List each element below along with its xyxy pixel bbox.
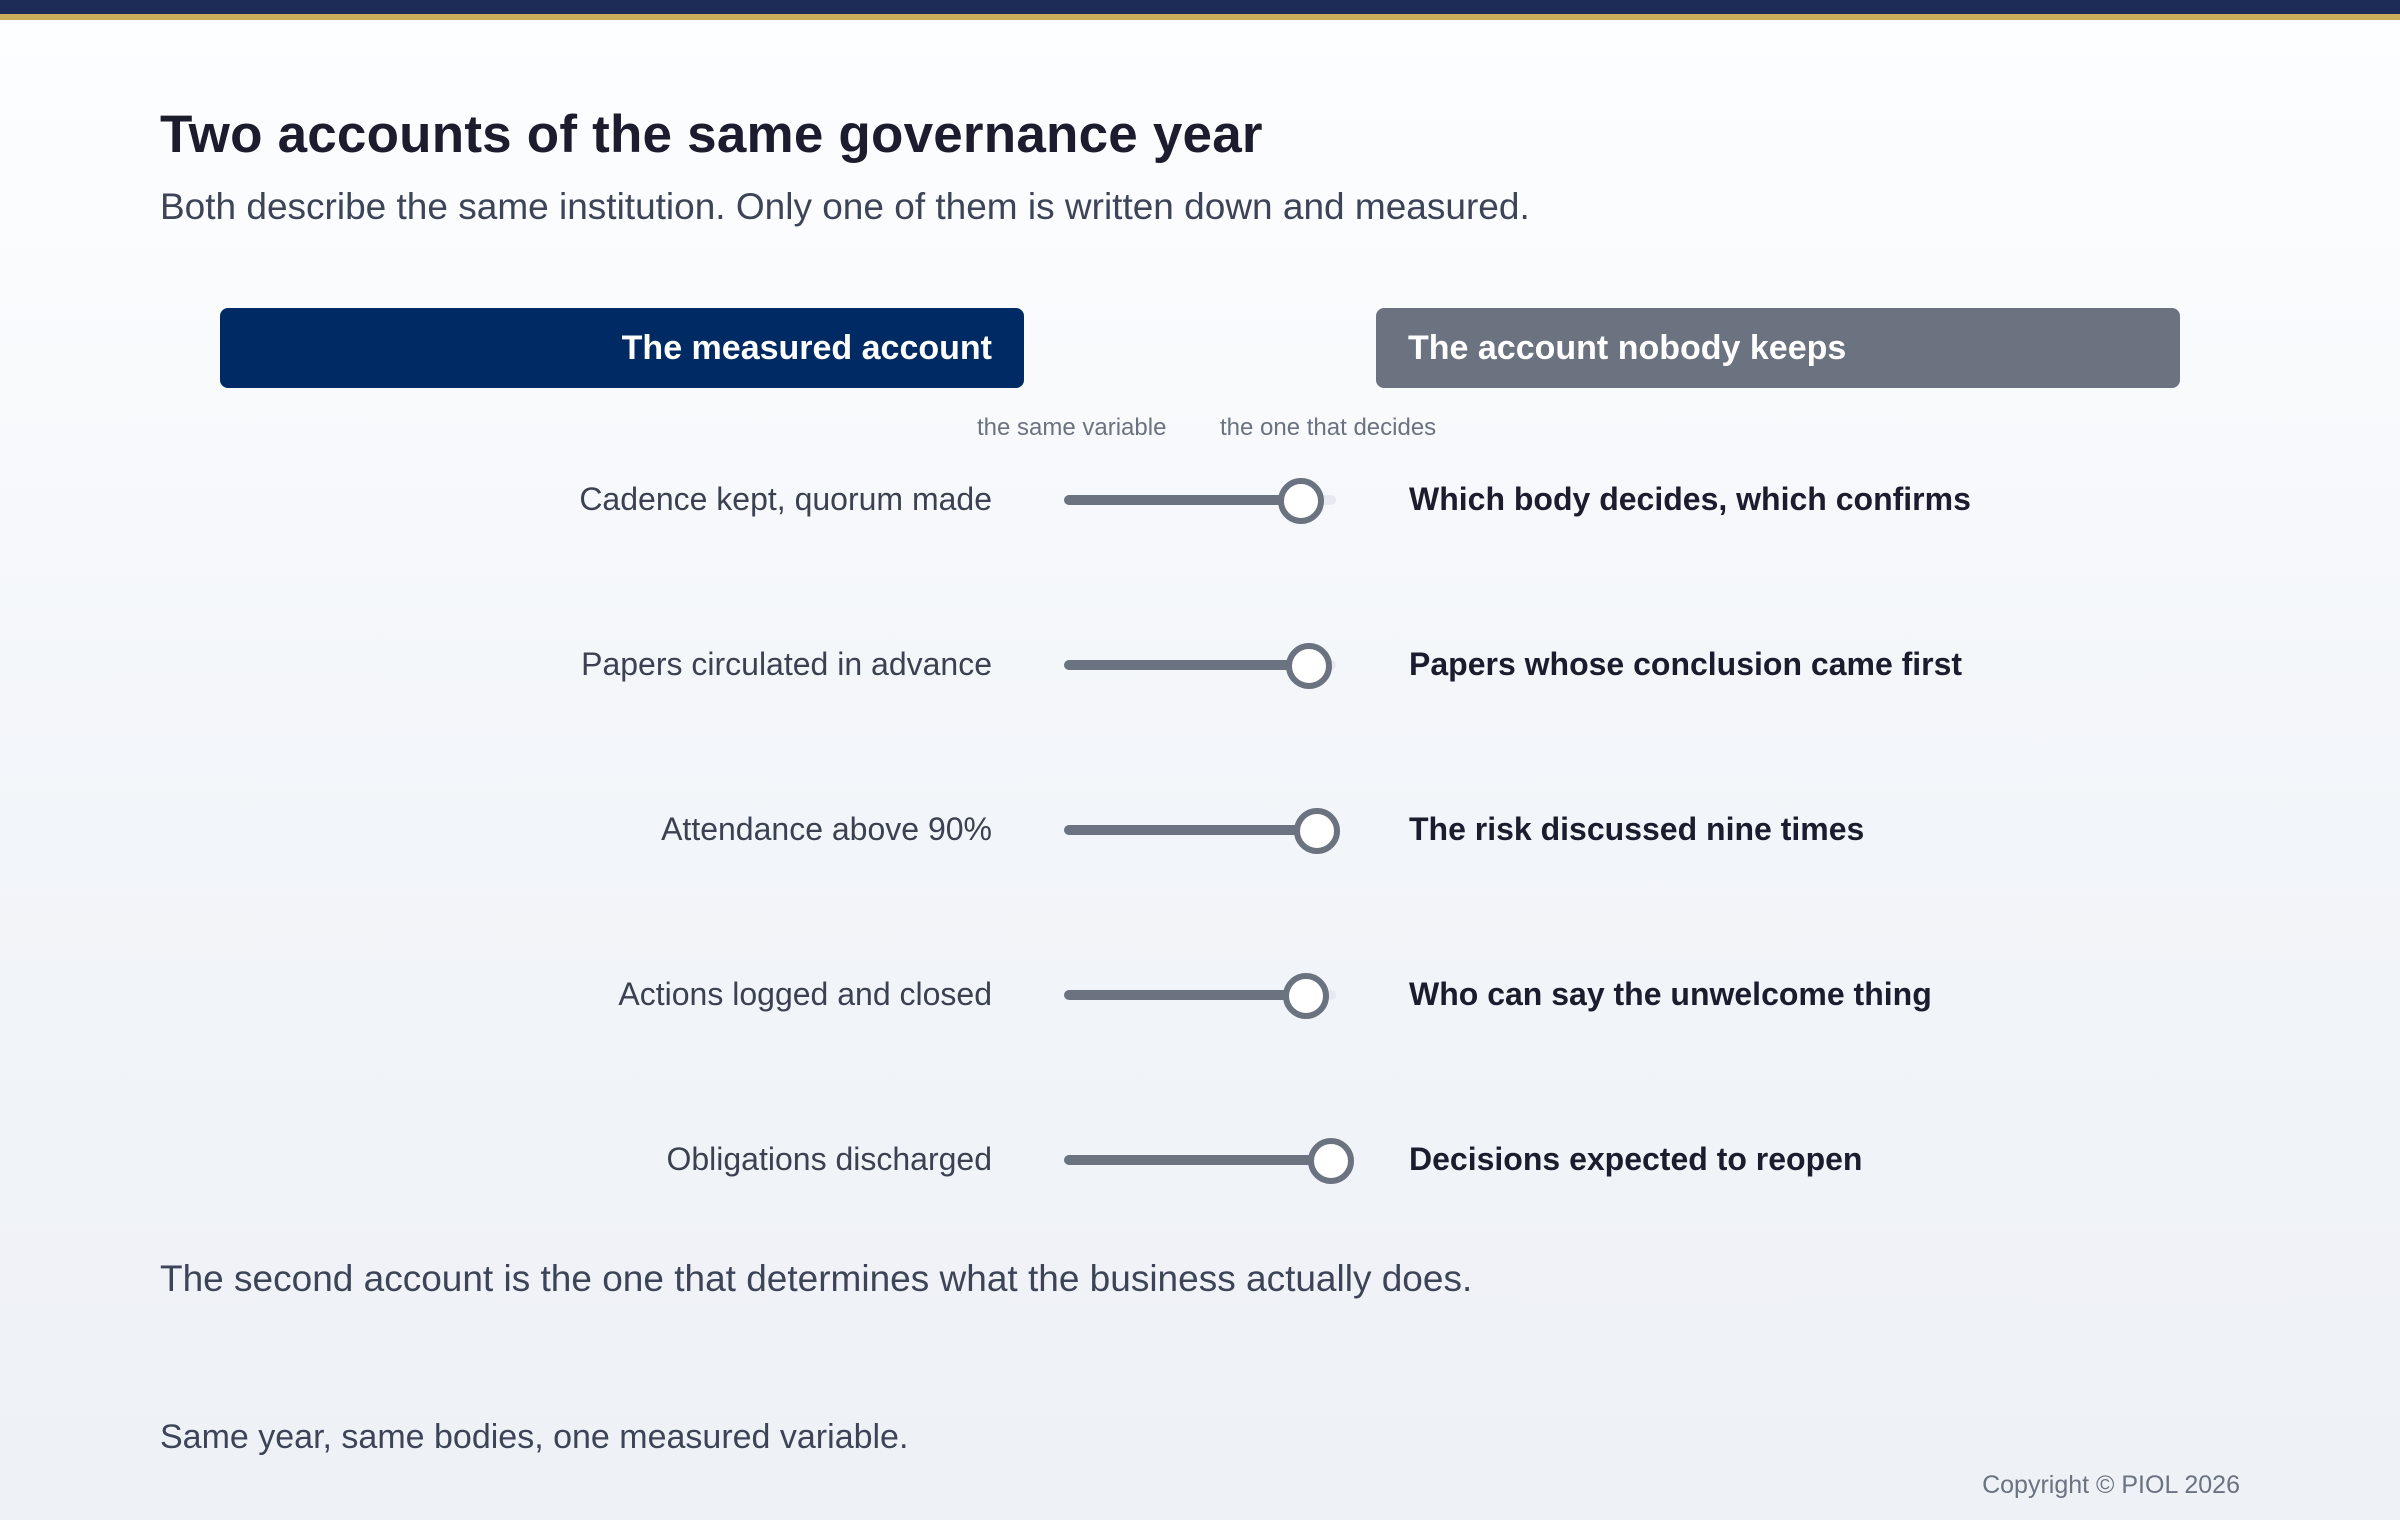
unkept-item: Which body decides, which confirms xyxy=(1409,481,1971,517)
unkept-item: Decisions expected to reopen xyxy=(1409,1141,1863,1177)
measured-item: Cadence kept, quorum made xyxy=(579,481,992,517)
page-title: Two accounts of the same governance year xyxy=(160,105,1263,164)
footnote-text: Same year, same bodies, one measured var… xyxy=(160,1418,909,1456)
balance-slider[interactable] xyxy=(1064,964,1336,1024)
top-bar-accent xyxy=(0,14,2400,20)
unkept-item: Papers whose conclusion came first xyxy=(1409,646,1963,682)
unkept-item: Who can say the unwelcome thing xyxy=(1409,976,1932,1012)
comparison-row: Cadence kept, quorum made Which body dec… xyxy=(0,469,2400,529)
scale-label-right: the one that decides xyxy=(1220,414,1437,441)
scale-label-left: the same variable xyxy=(977,414,1167,441)
unkept-item: The risk discussed nine times xyxy=(1409,811,1865,847)
comparison-row: Actions logged and closed Who can say th… xyxy=(0,964,2400,1024)
slider-knob[interactable] xyxy=(1308,1138,1354,1184)
comparison-row: Obligations discharged Decisions expecte… xyxy=(0,1129,2400,1189)
balance-slider[interactable] xyxy=(1064,469,1336,529)
slider-knob[interactable] xyxy=(1286,643,1332,689)
slider-knob[interactable] xyxy=(1278,478,1324,524)
balance-slider[interactable] xyxy=(1064,634,1336,694)
measured-item: Actions logged and closed xyxy=(618,976,992,1012)
comparison-row: Attendance above 90% The risk discussed … xyxy=(0,799,2400,859)
unkept-account-header: The account nobody keeps xyxy=(1376,308,2180,388)
measured-item: Obligations discharged xyxy=(666,1141,992,1177)
conclusion-text: The second account is the one that deter… xyxy=(160,1258,1473,1299)
slider-fill xyxy=(1064,1155,1331,1165)
slider-fill xyxy=(1064,495,1301,505)
slider-fill xyxy=(1064,825,1317,835)
measured-item: Papers circulated in advance xyxy=(581,646,992,682)
balance-slider[interactable] xyxy=(1064,799,1340,859)
measured-item: Attendance above 90% xyxy=(661,811,992,847)
slider-knob[interactable] xyxy=(1294,808,1340,854)
top-bar xyxy=(0,0,2400,14)
comparison-row: Papers circulated in advance Papers whos… xyxy=(0,634,2400,694)
measured-account-header: The measured account xyxy=(220,308,1024,388)
copyright: Copyright © PIOL 2026 xyxy=(1982,1471,2240,1499)
balance-slider[interactable] xyxy=(1064,1129,1354,1189)
slider-fill xyxy=(1064,660,1309,670)
page-subtitle: Both describe the same institution. Only… xyxy=(160,186,1530,227)
slider-knob[interactable] xyxy=(1283,973,1329,1019)
slider-fill xyxy=(1064,990,1306,1000)
